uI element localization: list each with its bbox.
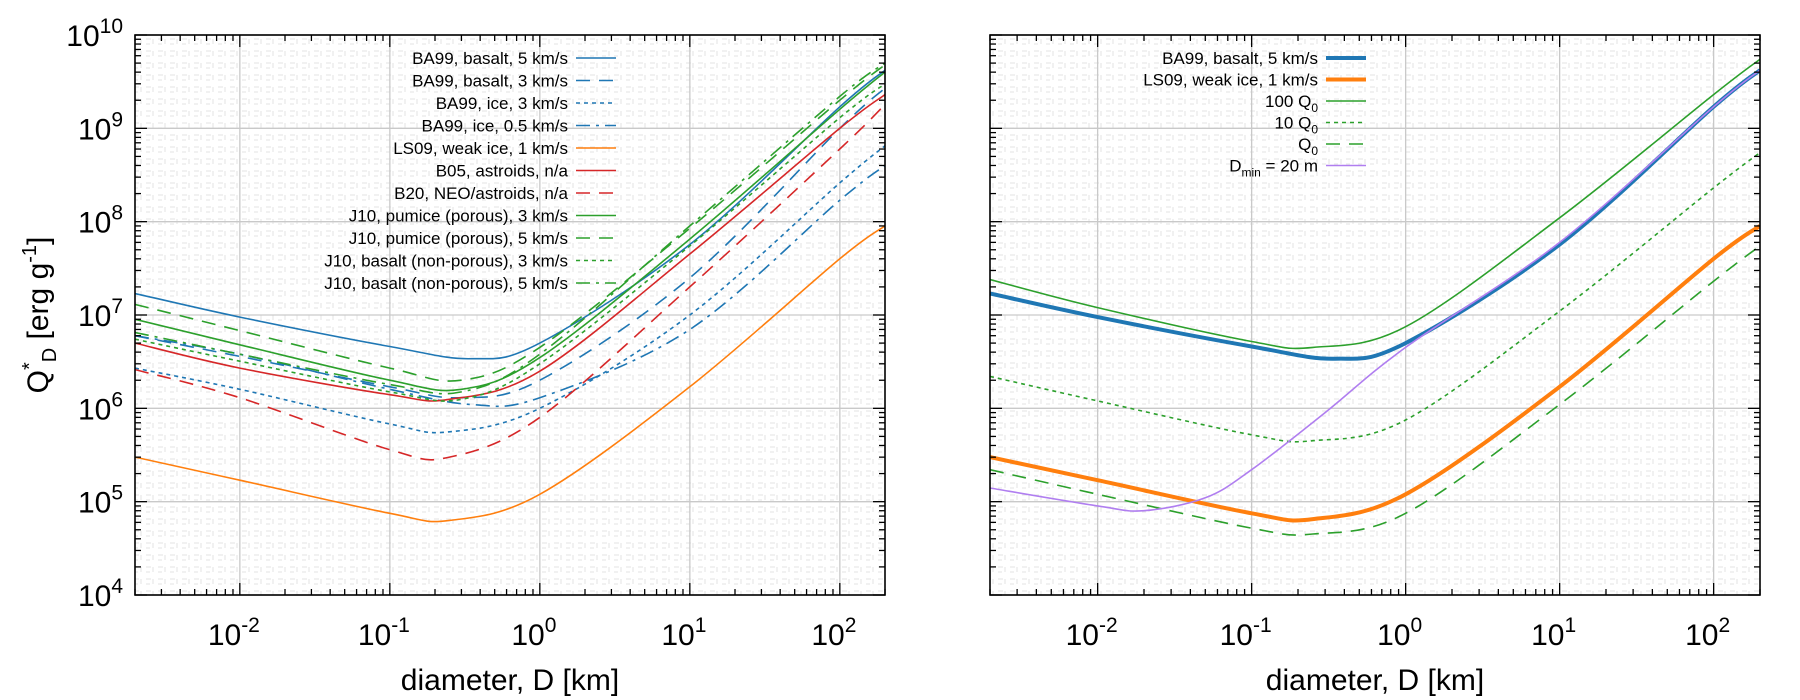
left-panel: 10-2 10-1 100 101 102 104 105 106 107 108 109 1010…	[19, 15, 886, 697]
right-legend-label-5: Dmin = 20 m	[1229, 157, 1318, 180]
left-y-axis-label: Q*D [erg g-1]	[19, 237, 61, 394]
left-legend-label-6: B20, NEO/astroids, n/a	[394, 184, 568, 203]
left-legend-label-10: J10, basalt (non-porous), 5 km/s	[324, 274, 568, 293]
left-y-tick-label: 104	[78, 575, 123, 613]
left-x-tick-label: 100	[511, 614, 556, 652]
left-legend-label-8: J10, pumice (porous), 5 km/s	[349, 229, 568, 248]
left-y-tick-label: 105	[78, 482, 123, 520]
right-legend-label-1: LS09, weak ice, 1 km/s	[1143, 71, 1318, 90]
left-ticks	[134, 34, 886, 596]
left-y-tick-label: 107	[78, 295, 123, 333]
left-x-tick-labels: 10-2 10-1 100 101 102	[208, 614, 857, 652]
left-legend-label-2: BA99, ice, 3 km/s	[436, 94, 568, 113]
right-series-line-5	[990, 69, 1760, 512]
right-x-axis-label: diameter, D [km]	[1266, 664, 1484, 697]
right-legend: BA99, basalt, 5 km/s LS09, weak ice, 1 km…	[1143, 49, 1366, 180]
right-panel: 10-2 10-1 100 101 102 BA99, basalt, 5 km/s LS…	[989, 34, 1761, 697]
left-legend-label-1: BA99, basalt, 3 km/s	[412, 72, 568, 91]
left-y-tick-label: 106	[78, 388, 123, 426]
left-series-line-1	[135, 87, 885, 399]
right-x-tick-label: 10-1	[1220, 614, 1272, 652]
right-legend-label-2: 100 Q0	[1265, 92, 1318, 115]
left-legend-label-7: J10, pumice (porous), 3 km/s	[349, 207, 568, 226]
right-x-tick-label: 10-2	[1066, 614, 1118, 652]
left-legend-label-9: J10, basalt (non-porous), 3 km/s	[324, 252, 568, 271]
left-legend-label-4: LS09, weak ice, 1 km/s	[393, 139, 568, 158]
left-series-line-6	[135, 103, 885, 461]
left-legend-label-3: BA99, ice, 0.5 km/s	[422, 117, 568, 136]
right-series-line-3	[990, 151, 1760, 443]
left-series-line-5	[135, 93, 885, 402]
left-legend-label-5: B05, astroids, n/a	[436, 162, 569, 181]
right-series-group	[990, 58, 1760, 536]
right-legend-label-3: 10 Q0	[1274, 114, 1318, 137]
left-y-tick-label: 108	[78, 202, 123, 240]
y-label-sup: *	[19, 362, 41, 370]
left-legend-label-0: BA99, basalt, 5 km/s	[412, 49, 568, 68]
left-x-axis-label: diameter, D [km]	[401, 664, 619, 697]
right-ticks	[989, 34, 1761, 596]
y-label-unit-sup: -1	[19, 245, 41, 263]
right-legend-label-0: BA99, basalt, 5 km/s	[1162, 49, 1318, 68]
y-label-unit: [erg g	[22, 263, 55, 348]
svg-text:Q*D [erg g-1]: Q*D [erg g-1]	[19, 237, 61, 394]
right-x-tick-label: 101	[1531, 614, 1576, 652]
left-y-tick-labels: 104 105 106 107 108 109 1010	[66, 15, 123, 613]
y-label-base: Q	[22, 370, 55, 393]
right-series-line-2	[990, 58, 1760, 350]
left-x-tick-label: 10-2	[208, 614, 260, 652]
left-y-tick-label: 109	[78, 108, 123, 146]
y-label-close: ]	[22, 237, 55, 245]
right-series-line-1	[990, 224, 1760, 523]
left-series-line-2	[135, 145, 885, 434]
left-grid	[135, 34, 885, 596]
left-legend: BA99, basalt, 5 km/s BA99, basalt, 3 km/s…	[324, 49, 616, 293]
left-series-group	[135, 62, 885, 523]
right-x-tick-label: 100	[1377, 614, 1422, 652]
left-series-line-7	[135, 71, 885, 392]
left-y-tick-label: 1010	[66, 15, 123, 53]
left-series-line-9	[135, 83, 885, 402]
left-series-line-10	[135, 62, 885, 395]
y-label-sub: D	[39, 348, 61, 362]
right-legend-label-4: Q0	[1298, 135, 1318, 158]
left-x-tick-label: 102	[811, 614, 856, 652]
right-x-tick-label: 102	[1685, 614, 1730, 652]
left-series-line-4	[135, 225, 885, 523]
left-x-tick-label: 10-1	[358, 614, 410, 652]
left-x-tick-label: 101	[661, 614, 706, 652]
right-series-line-4	[990, 245, 1760, 536]
left-series-line-8	[135, 64, 885, 382]
right-x-tick-labels: 10-2 10-1 100 101 102	[1066, 614, 1731, 652]
